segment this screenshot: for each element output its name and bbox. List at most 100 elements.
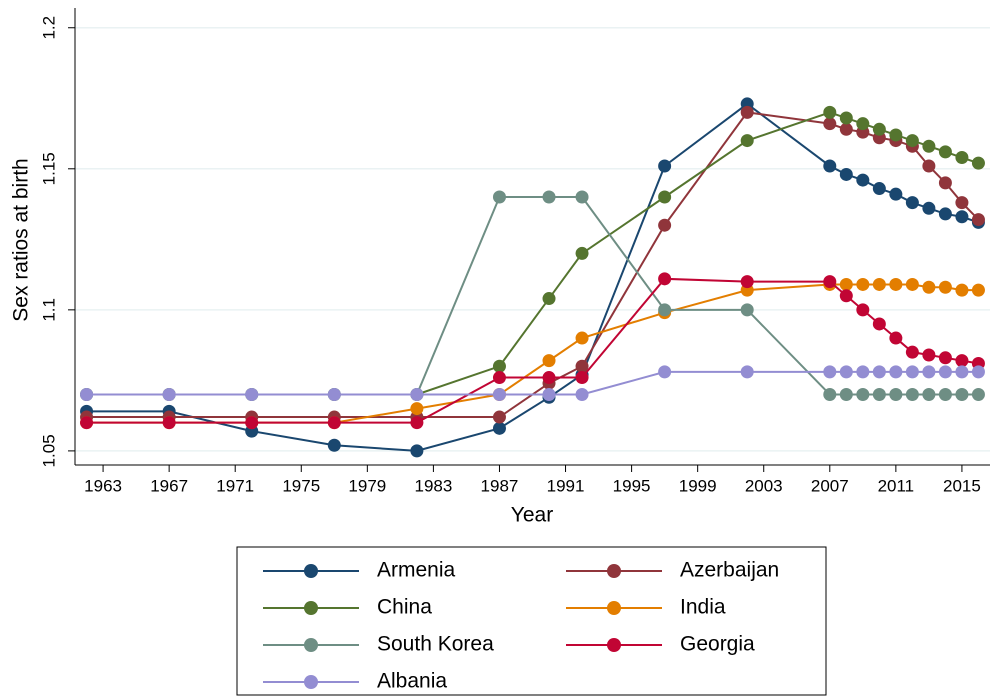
x-axis-title: Year [511, 504, 553, 527]
legend-label: Albania [377, 670, 447, 693]
point [872, 317, 886, 331]
point [740, 275, 754, 289]
point [839, 289, 853, 303]
point [658, 303, 672, 317]
point [955, 387, 969, 401]
point [410, 387, 424, 401]
x-tick-label: 2003 [745, 476, 783, 495]
point [327, 416, 341, 430]
point [905, 387, 919, 401]
legend-label: Azerbaijan [680, 559, 779, 582]
point [575, 371, 589, 385]
point [575, 359, 589, 373]
x-tick-label: 1967 [150, 476, 188, 495]
y-axis-title: Sex ratios at birth [10, 158, 33, 321]
legend-marker [607, 564, 621, 578]
point [889, 387, 903, 401]
point [971, 365, 985, 379]
point [905, 345, 919, 359]
legend-marker [607, 638, 621, 652]
point [542, 354, 556, 368]
point [327, 438, 341, 452]
legend-marker [304, 638, 318, 652]
point [740, 105, 754, 119]
point [410, 402, 424, 416]
point [905, 365, 919, 379]
point [922, 201, 936, 215]
point [905, 196, 919, 210]
point [889, 365, 903, 379]
legend-label: South Korea [377, 633, 494, 656]
point [492, 371, 506, 385]
point [658, 365, 672, 379]
point [327, 387, 341, 401]
point [839, 387, 853, 401]
point [740, 303, 754, 317]
point [872, 182, 886, 196]
point [410, 416, 424, 430]
point [245, 416, 259, 430]
point [542, 387, 556, 401]
point [872, 387, 886, 401]
point [823, 275, 837, 289]
point [162, 416, 176, 430]
x-tick-label: 2015 [943, 476, 981, 495]
point [492, 421, 506, 435]
point [938, 387, 952, 401]
point [971, 156, 985, 170]
point [889, 331, 903, 345]
point [938, 365, 952, 379]
point [955, 283, 969, 297]
point [872, 365, 886, 379]
point [905, 277, 919, 291]
point [889, 187, 903, 201]
y-tick-label: 1.05 [39, 434, 58, 467]
point [658, 190, 672, 204]
legend-marker [304, 564, 318, 578]
point [938, 351, 952, 365]
legend-marker [304, 675, 318, 689]
point [575, 246, 589, 260]
point [823, 105, 837, 119]
y-tick-label: 1.2 [39, 16, 58, 40]
x-tick-label: 2011 [878, 476, 915, 495]
point [856, 365, 870, 379]
point [658, 218, 672, 232]
point [823, 117, 837, 131]
point [955, 151, 969, 165]
point [839, 365, 853, 379]
point [839, 122, 853, 136]
y-tick-label: 1.15 [39, 152, 58, 185]
point [938, 176, 952, 190]
x-tick-label: 1987 [481, 476, 519, 495]
point [542, 190, 556, 204]
point [823, 159, 837, 173]
point [658, 159, 672, 173]
point [80, 416, 94, 430]
point [955, 354, 969, 368]
legend-label: China [377, 596, 432, 619]
point [542, 371, 556, 385]
point [80, 387, 94, 401]
point [492, 410, 506, 424]
point [856, 303, 870, 317]
x-tick-label: 1963 [84, 476, 122, 495]
series-line [86, 283, 979, 424]
point [971, 213, 985, 227]
point [542, 292, 556, 306]
point [938, 145, 952, 159]
point [162, 387, 176, 401]
series-line [86, 111, 979, 396]
point [955, 365, 969, 379]
point [872, 122, 886, 136]
point [856, 277, 870, 291]
x-tick-label: 1995 [613, 476, 651, 495]
point [955, 210, 969, 224]
point [575, 387, 589, 401]
x-tick-label: 1979 [348, 476, 386, 495]
x-tick-label: 1971 [216, 476, 254, 495]
x-tick-label: 2007 [811, 476, 849, 495]
point [889, 277, 903, 291]
point [856, 173, 870, 187]
